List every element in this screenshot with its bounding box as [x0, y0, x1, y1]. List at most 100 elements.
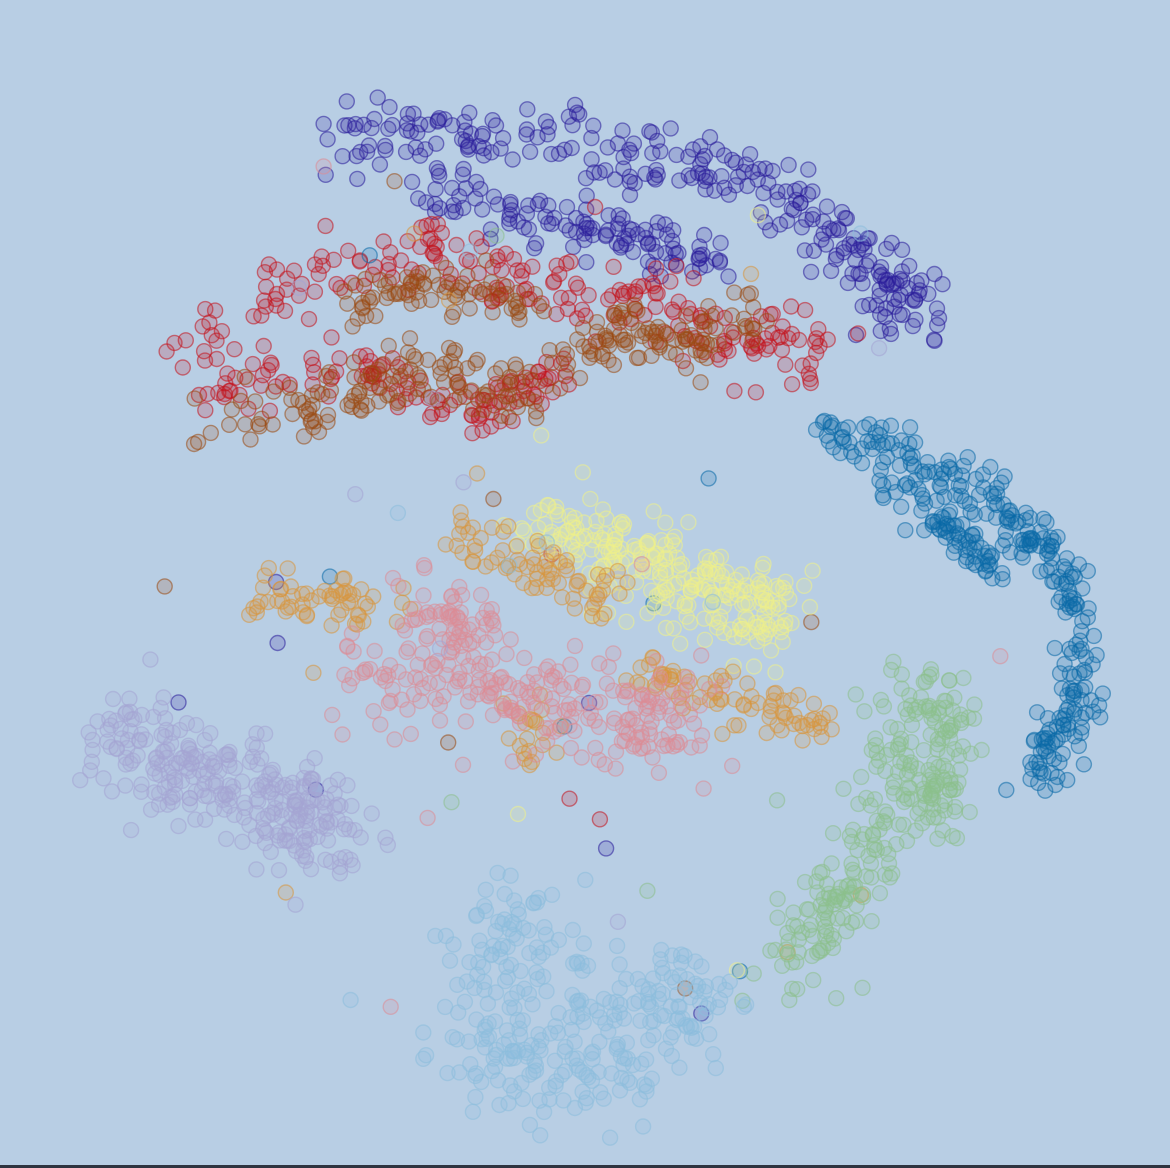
- point-brown: [408, 268, 425, 286]
- point-dark-blue: [583, 151, 600, 168]
- point-green: [862, 855, 880, 872]
- point-blue: [907, 471, 924, 488]
- point-dark-blue: [813, 231, 830, 248]
- point-brown: [354, 300, 371, 317]
- point-red: [310, 265, 327, 283]
- point-dark-blue: [584, 220, 601, 237]
- point-yellow: [657, 619, 675, 637]
- point-dark-blue: [575, 225, 593, 242]
- point-light-blue: [499, 969, 517, 986]
- point-brown: [477, 252, 495, 269]
- point-pink: [486, 627, 504, 644]
- point-pink: [590, 718, 608, 736]
- point-pink: [419, 809, 436, 827]
- point-lavender: [318, 790, 335, 808]
- point-dark-blue: [417, 141, 434, 158]
- point-light-blue: [583, 1045, 600, 1062]
- point-blue: [1076, 664, 1094, 681]
- point-light-blue: [566, 1033, 583, 1050]
- point-blue: [1046, 639, 1064, 657]
- point-light-blue: [625, 995, 643, 1012]
- point-lavender: [302, 770, 320, 787]
- point-brown: [389, 394, 406, 411]
- point-blue: [1051, 665, 1069, 682]
- point-pink: [457, 713, 474, 730]
- point-brown: [737, 317, 754, 335]
- point-blue: [954, 516, 971, 533]
- point-yellow: [756, 629, 773, 646]
- point-green: [863, 741, 880, 759]
- point-blue: [916, 522, 933, 539]
- point-dark-blue: [818, 198, 836, 215]
- point-dark-blue: [338, 93, 355, 110]
- point-green: [908, 705, 925, 722]
- point-red: [685, 270, 702, 287]
- point-orange: [811, 714, 828, 732]
- point-green: [863, 913, 880, 930]
- point-pink: [451, 670, 468, 688]
- point-brown: [479, 383, 497, 400]
- point-orange: [611, 585, 628, 602]
- point-light-blue: [619, 1071, 636, 1089]
- point-yellow: [705, 610, 722, 627]
- point-brown: [242, 431, 259, 448]
- point-orange: [256, 567, 273, 584]
- point-red: [668, 257, 685, 275]
- point-orange: [742, 265, 760, 283]
- point-pink: [443, 588, 460, 605]
- point-lavender: [155, 689, 172, 706]
- point-lavender: [248, 861, 265, 878]
- point-pink: [620, 682, 637, 699]
- point-brown: [461, 300, 478, 317]
- point-green: [824, 825, 842, 842]
- point-pink: [396, 622, 414, 639]
- point-yellow: [704, 587, 721, 604]
- point-red: [255, 337, 272, 355]
- point-dark-blue: [539, 126, 556, 143]
- point-blue: [962, 503, 979, 521]
- point-orange: [776, 705, 793, 722]
- point-dark-blue: [762, 222, 779, 239]
- point-light-blue: [504, 926, 522, 943]
- point-lavender: [132, 783, 150, 800]
- point-yellow: [770, 599, 787, 616]
- point-dark-blue: [556, 141, 573, 159]
- point-lavender: [339, 777, 356, 794]
- point-red: [777, 356, 794, 373]
- point-light-blue: [568, 1057, 585, 1074]
- point-yellow: [777, 612, 794, 630]
- point-yellow: [801, 598, 819, 616]
- points-layer: [71, 89, 1112, 1146]
- point-red: [382, 244, 399, 261]
- point-yellow: [672, 635, 689, 652]
- point-light-blue: [704, 593, 721, 611]
- point-orange: [805, 695, 823, 712]
- point-dark-blue: [649, 214, 666, 231]
- point-light-blue: [415, 1024, 432, 1041]
- point-dark-blue: [410, 190, 427, 207]
- point-green: [853, 768, 870, 786]
- point-light-blue: [707, 1059, 724, 1077]
- point-light-blue: [705, 1045, 722, 1063]
- point-dark-blue: [461, 104, 478, 122]
- point-blue: [1055, 710, 1072, 728]
- point-lavender: [235, 809, 253, 826]
- point-blue: [1072, 623, 1090, 640]
- point-red: [245, 308, 262, 325]
- point-red: [561, 790, 578, 807]
- point-light-blue: [537, 926, 555, 943]
- point-lavender: [335, 821, 353, 838]
- point-brown: [535, 303, 553, 320]
- point-lavender: [129, 747, 146, 764]
- point-light-blue: [478, 1030, 495, 1048]
- point-brown: [339, 295, 356, 312]
- point-red: [257, 298, 274, 315]
- point-dark-blue: [494, 129, 512, 147]
- point-green: [941, 672, 958, 689]
- point-brown: [493, 393, 510, 411]
- point-pink: [516, 649, 533, 667]
- point-pink: [381, 657, 399, 674]
- point-green: [882, 741, 900, 759]
- point-light-blue: [564, 921, 581, 939]
- point-blue: [1082, 692, 1100, 709]
